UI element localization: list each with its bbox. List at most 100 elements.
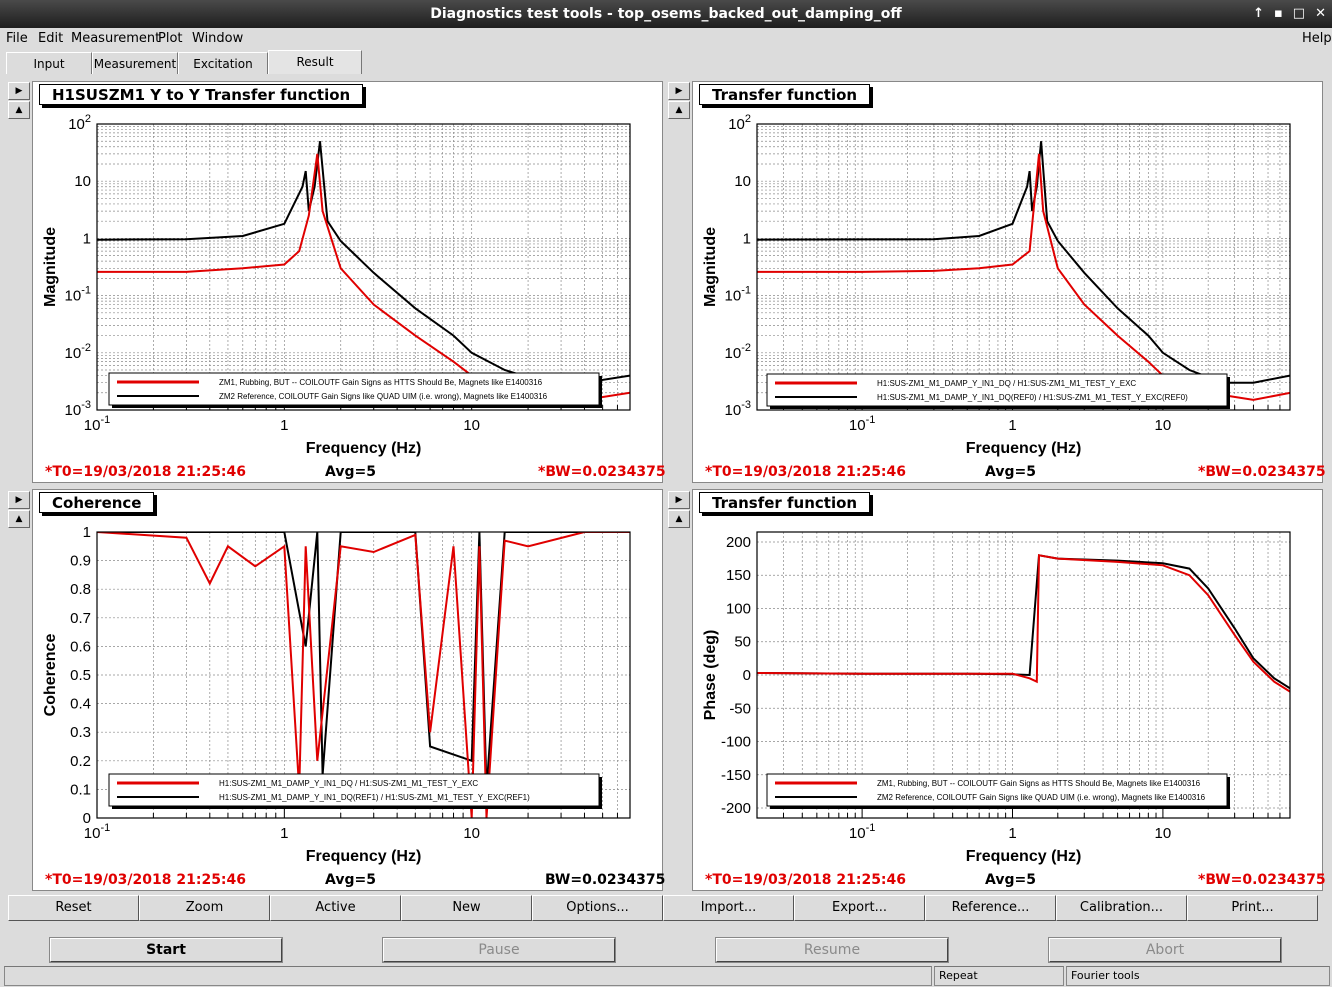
up-icon[interactable]: ↑ bbox=[1253, 6, 1264, 21]
y-tick-label: 0.2 bbox=[70, 753, 91, 770]
x-tick-label: 10-1 bbox=[849, 822, 875, 842]
t0-label: *T0=19/03/2018 21:25:46 bbox=[45, 464, 247, 480]
options-button[interactable]: Options... bbox=[532, 895, 663, 921]
legend-box bbox=[766, 373, 1228, 407]
calibration-button[interactable]: Calibration... bbox=[1056, 895, 1187, 921]
plot-3-chart: 10-1 1 10 0 0.1 0.2 0.3 0.4 0.5 0.6 0.7 0.8 0.9 1 Freq… bbox=[42, 524, 631, 865]
plot-toolbar: Reset Zoom Active New Options... Import.… bbox=[8, 895, 1318, 921]
bw-label: *BW=0.0234375 bbox=[1198, 464, 1326, 480]
print-button[interactable]: Print... bbox=[1187, 895, 1318, 921]
x-tick-label: 10-1 bbox=[84, 822, 110, 842]
y-tick-label: 10-1 bbox=[725, 285, 751, 305]
series-line bbox=[757, 153, 1290, 401]
plot-pad-1[interactable]: 10-1 1 10 10-3 10-2 10-1 1 10 102 Frequency (Hz) M… bbox=[32, 81, 666, 483]
tab-input[interactable]: Input bbox=[6, 52, 92, 74]
y-tick-label: -150 bbox=[721, 767, 751, 784]
legend-entry: ZM1, Rubbing, BUT -- COILOUTF Gain Signs… bbox=[219, 378, 543, 387]
x-axis-label: Frequency (Hz) bbox=[966, 440, 1082, 457]
pad2-right-arrow-icon[interactable]: ▶ bbox=[668, 82, 690, 100]
x-tick-label: 10 bbox=[463, 417, 480, 434]
plot-pad-4[interactable]: 10-1 1 10 -200 -150 -100 -50 0 50 100 150 200 Freque… bbox=[692, 489, 1326, 891]
legend: ZM1, Rubbing, BUT -- COILOUTF Gain Signs… bbox=[766, 773, 1230, 809]
plot-title: Transfer function bbox=[699, 492, 871, 513]
x-tick-label: 10-1 bbox=[849, 414, 875, 434]
y-tick-label: 0.5 bbox=[70, 667, 91, 684]
abort-button[interactable]: Abort bbox=[1048, 937, 1282, 963]
plot-pad-2[interactable]: 10-1 1 10 10-3 10-2 10-1 1 10 102 Frequency (Hz) M… bbox=[692, 81, 1326, 483]
y-tick-label: 10-3 bbox=[725, 399, 751, 419]
y-tick-label: 10 bbox=[734, 173, 751, 190]
y-tick-label: 1 bbox=[83, 230, 91, 247]
y-tick-label: 0 bbox=[743, 667, 751, 684]
x-tick-label: 1 bbox=[1008, 417, 1016, 434]
series-line bbox=[97, 532, 630, 818]
menu-bar: File Edit Measurement Plot Window Help bbox=[0, 28, 1332, 50]
x-axis-label: Frequency (Hz) bbox=[306, 440, 422, 457]
resume-button[interactable]: Resume bbox=[715, 937, 949, 963]
start-button[interactable]: Start bbox=[49, 937, 283, 963]
reset-button[interactable]: Reset bbox=[8, 895, 139, 921]
active-button[interactable]: Active bbox=[270, 895, 401, 921]
x-tick-label: 10 bbox=[1155, 825, 1172, 842]
legend-box bbox=[108, 773, 600, 807]
x-tick-label: 1 bbox=[1008, 825, 1016, 842]
y-tick-label: 0.9 bbox=[70, 553, 91, 570]
y-tick-label: 10-1 bbox=[65, 285, 91, 305]
menu-file[interactable]: File bbox=[6, 31, 28, 46]
legend-entry: ZM2 Reference, COILOUTF Gain Signs like … bbox=[877, 793, 1206, 802]
y-tick-label: -100 bbox=[721, 734, 751, 751]
x-tick-label: 1 bbox=[280, 825, 288, 842]
legend-box bbox=[766, 773, 1228, 807]
maximize-icon[interactable]: □ bbox=[1292, 6, 1306, 21]
t0-label: *T0=19/03/2018 21:25:46 bbox=[705, 872, 907, 888]
pause-button[interactable]: Pause bbox=[382, 937, 616, 963]
reference-button[interactable]: Reference... bbox=[925, 895, 1056, 921]
tab-excitation[interactable]: Excitation bbox=[178, 52, 268, 74]
legend-entry: H1:SUS-ZM1_M1_DAMP_Y_IN1_DQ / H1:SUS-ZM1… bbox=[877, 379, 1136, 388]
plot-frame bbox=[96, 123, 631, 411]
y-tick-label: 50 bbox=[734, 634, 751, 651]
legend: H1:SUS-ZM1_M1_DAMP_Y_IN1_DQ / H1:SUS-ZM1… bbox=[108, 773, 602, 809]
menu-plot[interactable]: Plot bbox=[158, 31, 183, 46]
menu-measurement[interactable]: Measurement bbox=[71, 31, 161, 46]
tab-measurement[interactable]: Measurement bbox=[92, 52, 178, 74]
grid bbox=[96, 124, 631, 411]
menu-edit[interactable]: Edit bbox=[38, 31, 64, 46]
close-icon[interactable]: ✕ bbox=[1315, 6, 1326, 21]
x-tick-label: 10-1 bbox=[84, 414, 110, 434]
menu-window[interactable]: Window bbox=[192, 31, 244, 46]
menu-help[interactable]: Help bbox=[1302, 31, 1332, 46]
series-line bbox=[757, 141, 1290, 384]
pad4-right-arrow-icon[interactable]: ▶ bbox=[668, 491, 690, 509]
tab-result[interactable]: Result bbox=[268, 50, 362, 74]
legend-entry: ZM2 Reference, COILOUTF Gain Signs like … bbox=[219, 392, 548, 401]
x-tick-label: 1 bbox=[280, 417, 288, 434]
new-button[interactable]: New bbox=[401, 895, 532, 921]
y-tick-label: 10 bbox=[74, 173, 91, 190]
pad3-up-arrow-icon[interactable]: ▲ bbox=[8, 510, 30, 528]
x-tick-label: 10 bbox=[463, 825, 480, 842]
y-axis-label: Magnitude bbox=[42, 227, 59, 307]
legend: H1:SUS-ZM1_M1_DAMP_Y_IN1_DQ / H1:SUS-ZM1… bbox=[766, 373, 1230, 409]
y-tick-label: 1 bbox=[743, 230, 751, 247]
avg-label: Avg=5 bbox=[325, 872, 376, 888]
pad1-up-arrow-icon[interactable]: ▲ bbox=[8, 101, 30, 119]
export-button[interactable]: Export... bbox=[794, 895, 925, 921]
plot-pad-3[interactable]: 10-1 1 10 0 0.1 0.2 0.3 0.4 0.5 0.6 0.7 0.8 0.9 1 Freq… bbox=[32, 489, 665, 891]
series-line bbox=[97, 532, 630, 790]
legend: ZM1, Rubbing, BUT -- COILOUTF Gain Signs… bbox=[108, 372, 602, 408]
y-tick-label: -50 bbox=[729, 700, 751, 717]
y-tick-label: 0.8 bbox=[70, 581, 91, 598]
zoom-button[interactable]: Zoom bbox=[139, 895, 270, 921]
legend-entry: H1:SUS-ZM1_M1_DAMP_Y_IN1_DQ(REF1) / H1:S… bbox=[219, 793, 530, 802]
y-tick-label: 102 bbox=[68, 113, 91, 133]
pad4-up-arrow-icon[interactable]: ▲ bbox=[668, 510, 690, 528]
pad1-right-arrow-icon[interactable]: ▶ bbox=[8, 82, 30, 100]
pad2-up-arrow-icon[interactable]: ▲ bbox=[668, 101, 690, 119]
minimize-icon[interactable]: ▪ bbox=[1273, 6, 1283, 21]
import-button[interactable]: Import... bbox=[663, 895, 794, 921]
x-axis-label: Frequency (Hz) bbox=[966, 848, 1082, 865]
pad3-right-arrow-icon[interactable]: ▶ bbox=[8, 491, 30, 509]
y-tick-label: 150 bbox=[726, 567, 751, 584]
window-title-bar: Diagnostics test tools - top_osems_backe… bbox=[0, 0, 1332, 28]
